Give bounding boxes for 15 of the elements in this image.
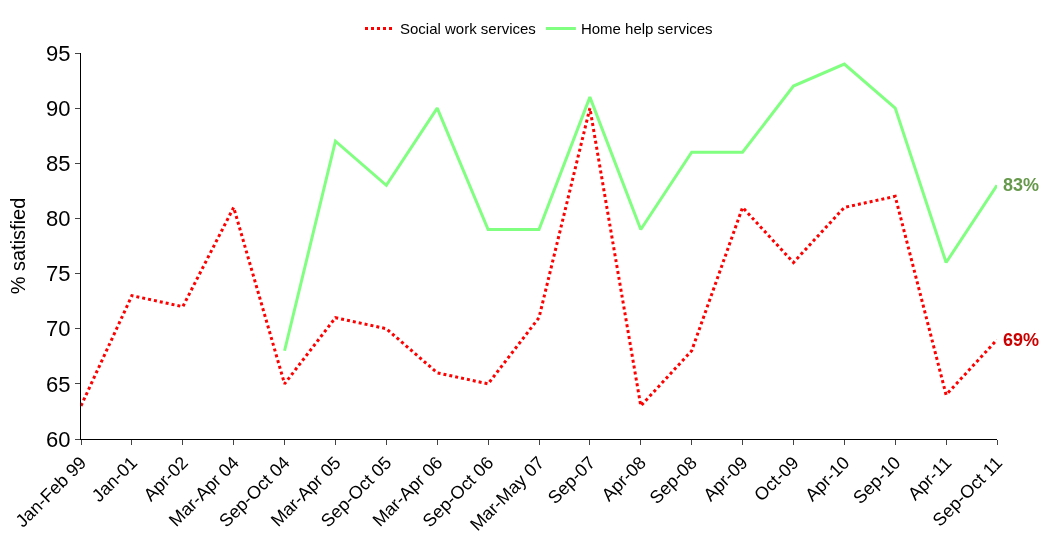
annotation: 83% <box>1003 175 1040 195</box>
y-tick-label: 65 <box>46 371 71 397</box>
y-tick-label: 85 <box>46 150 71 176</box>
legend-label: Social work services <box>400 20 536 38</box>
line-series <box>283 62 997 353</box>
y-tick-label: 95 <box>46 40 71 66</box>
annotation: 69% <box>1003 330 1040 350</box>
y-tick-label: 70 <box>46 316 71 342</box>
y-tick-label: 75 <box>46 261 71 287</box>
y-tick-label: 60 <box>46 426 71 452</box>
y-tick-label: 90 <box>46 95 71 121</box>
line-series <box>81 106 997 408</box>
y-axis-title: % satisfied <box>6 197 29 295</box>
legend-label: Home help services <box>580 20 713 38</box>
y-tick-label: 80 <box>46 206 71 232</box>
